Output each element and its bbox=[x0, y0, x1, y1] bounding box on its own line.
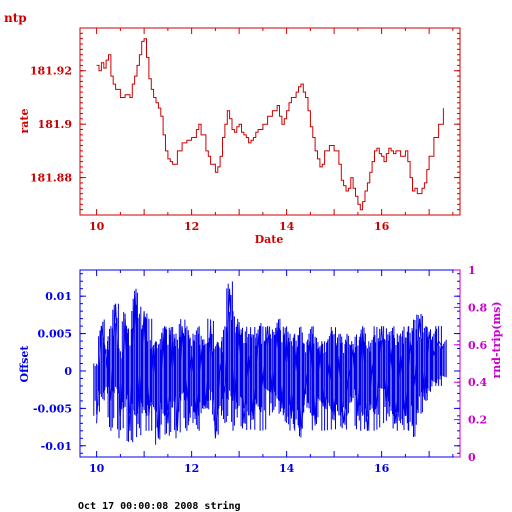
offset-y-axis: -0.01 -0.005 0 0.005 0.01 bbox=[33, 273, 460, 454]
y-tick-label: 0.005 bbox=[38, 328, 72, 341]
y-tick-label: 181.92 bbox=[30, 65, 72, 78]
rate-series-line bbox=[96, 38, 444, 211]
y-tick-label: 0 bbox=[468, 451, 476, 464]
offset-x-axis: 10 12 14 16 bbox=[89, 270, 454, 475]
y-tick-label: 0.2 bbox=[468, 414, 487, 427]
x-tick-label: 10 bbox=[89, 462, 105, 475]
y-tick-label: 0.01 bbox=[45, 290, 72, 303]
rate-y-axis-label: rate bbox=[18, 108, 31, 133]
y-tick-label: 181.88 bbox=[30, 172, 72, 185]
rate-x-axis: 10 12 14 16 bbox=[89, 28, 454, 233]
rate-x-axis-label: Date bbox=[255, 233, 284, 246]
y-tick-label: 0.4 bbox=[468, 376, 487, 389]
offset-series-line bbox=[96, 288, 444, 439]
rtt-y-axis-label: rnd-trip(ms) bbox=[490, 301, 503, 378]
x-tick-label: 14 bbox=[279, 462, 295, 475]
y-tick-label: 0.8 bbox=[468, 301, 487, 314]
rate-chart-frame bbox=[79, 27, 461, 216]
y-tick-label: 0.6 bbox=[468, 339, 487, 352]
x-tick-label: 16 bbox=[374, 220, 390, 233]
x-tick-label: 14 bbox=[279, 220, 295, 233]
x-tick-label: 10 bbox=[89, 220, 105, 233]
page-title: ntp bbox=[4, 11, 27, 25]
y-tick-label: -0.01 bbox=[41, 440, 72, 453]
offset-y-axis-label: Offset bbox=[18, 345, 31, 383]
rtt-y-axis: 0 0.2 0.4 0.6 0.8 1 bbox=[454, 264, 487, 464]
rate-y-axis: 181.88 181.9 181.92 bbox=[30, 27, 460, 216]
x-tick-label: 12 bbox=[184, 220, 199, 233]
y-tick-label: 1 bbox=[468, 264, 476, 277]
x-tick-label: 12 bbox=[184, 462, 199, 475]
y-tick-label: 181.9 bbox=[38, 118, 72, 131]
footer-timestamp: Oct 17 00:00:08 2008 string bbox=[78, 500, 241, 512]
rate-chart: 10 12 14 16 181.88 181.9 181.92 rate Date bbox=[18, 27, 461, 246]
x-tick-label: 16 bbox=[374, 462, 390, 475]
offset-chart: 10 12 14 16 -0.01 -0.005 0 0.005 0.01 0 0.2 0.4 0.… bbox=[18, 264, 503, 475]
y-tick-label: -0.005 bbox=[33, 402, 72, 415]
y-tick-label: 0 bbox=[64, 365, 72, 378]
